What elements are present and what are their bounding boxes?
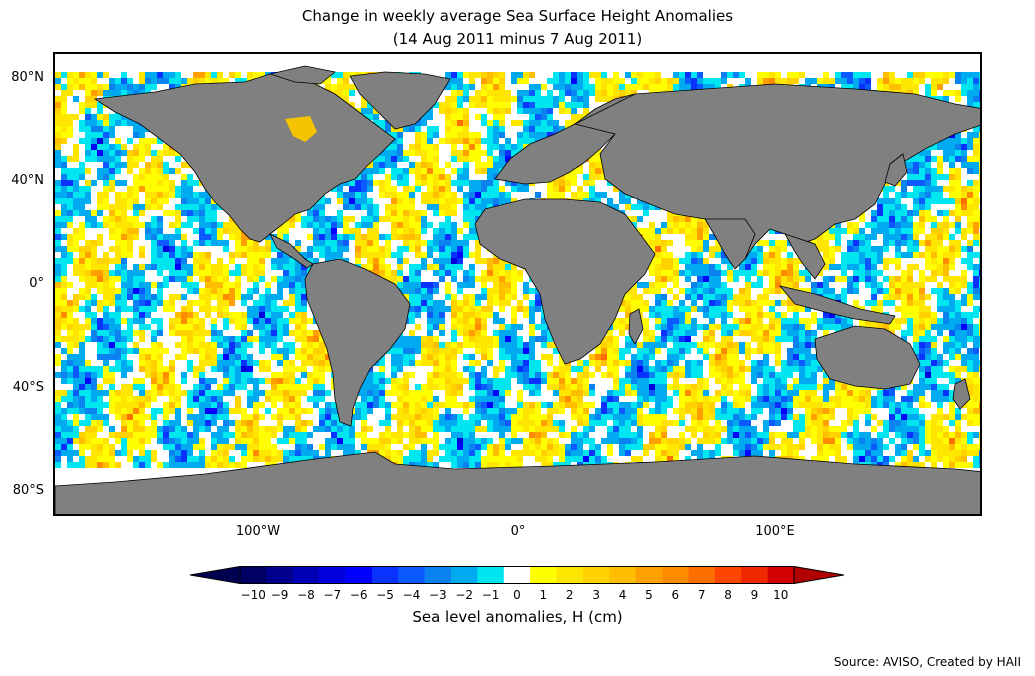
colorbar-tick-label: 10 — [773, 588, 789, 602]
colorbar-swatch — [345, 566, 373, 584]
lat-label-80n: 80°N — [11, 70, 44, 85]
colorbar — [190, 566, 844, 584]
colorbar-tick-label: −2 — [455, 588, 474, 602]
colorbar-swatch — [371, 566, 399, 584]
lat-label-40s: 40°S — [12, 380, 44, 395]
central-america-landmass — [269, 233, 314, 269]
madagascar-landmass — [628, 308, 644, 345]
colorbar-tick-label: −8 — [297, 588, 315, 602]
colorbar-swatch — [266, 566, 294, 584]
colorbar-under-extension — [190, 566, 241, 584]
colorbar-swatch — [662, 566, 689, 584]
colorbar-tick-label: 6 — [671, 588, 680, 602]
colorbar-swatch — [292, 566, 320, 584]
colorbar-tick-label: −1 — [481, 588, 500, 602]
colorbar-swatch — [556, 566, 584, 584]
colorbar-tick-label: 2 — [565, 588, 574, 602]
colorbar-tick-label: −6 — [349, 588, 368, 602]
lat-label-40n: 40°N — [11, 173, 44, 188]
colorbar-swatch — [741, 566, 768, 584]
colorbar-swatch — [714, 566, 742, 584]
colorbar-tick-label: −10 — [240, 588, 266, 602]
map-title: Change in weekly average Sea Surface Hei… — [301, 7, 734, 25]
source-credit: Source: AVISO, Created by HAII — [833, 655, 1021, 669]
colorbar-tick-label: 5 — [645, 588, 653, 602]
colorbar-swatch — [424, 566, 452, 584]
japan-landmass — [884, 153, 908, 187]
colorbar-tick-label: −3 — [428, 588, 447, 602]
colorbar-tick-label: −5 — [376, 588, 394, 602]
colorbar-swatch — [688, 566, 716, 584]
colorbar-tick-label: 7 — [697, 588, 706, 602]
south-america-landmass — [304, 258, 411, 427]
colorbar-swatch — [582, 566, 610, 584]
colorbar-label: Sea level anomalies, H (cm) — [412, 608, 623, 626]
colorbar-swatch — [477, 566, 505, 584]
asia-landmass — [573, 83, 980, 260]
lon-label-0: 0° — [510, 524, 526, 539]
lon-label-100w: 100°W — [235, 524, 281, 539]
colorbar-swatch — [451, 566, 478, 584]
colorbar-tick-label: 1 — [539, 588, 548, 602]
colorbar-swatch — [609, 566, 637, 584]
indonesia-landmass — [778, 285, 896, 325]
colorbar-tick-label: 0 — [513, 588, 521, 602]
africa-landmass — [474, 198, 656, 365]
new-zealand-landmass — [952, 378, 971, 410]
colorbar-swatch — [635, 566, 663, 584]
map-subtitle: (14 Aug 2011 minus 7 Aug 2011) — [392, 30, 643, 48]
colorbar-swatch — [767, 566, 795, 584]
arctic-islands — [268, 65, 336, 85]
antarctica-landmass — [55, 451, 980, 514]
colorbar-tick-label: 4 — [618, 588, 627, 602]
colorbar-tick-label: 9 — [750, 588, 759, 602]
colorbar-swatch — [319, 566, 346, 584]
southeast-asia-landmass — [784, 233, 826, 280]
colorbar-tick-label: −9 — [270, 588, 289, 602]
lon-label-100e: 100°E — [755, 524, 795, 539]
colorbar-tick-label: −7 — [323, 588, 342, 602]
colorbar-tick-label: 3 — [592, 588, 600, 602]
colorbar-over-extension — [793, 566, 844, 584]
greenland-landmass — [349, 71, 451, 130]
colorbar-tick-label: −4 — [402, 588, 421, 602]
map-canvas — [55, 65, 980, 514]
lat-label-equator: 0° — [29, 276, 44, 291]
sea-level-map — [53, 52, 982, 516]
colorbar-swatch — [503, 566, 531, 584]
land-layer — [55, 65, 980, 514]
colorbar-swatch — [240, 566, 267, 584]
lat-label-80s: 80°S — [12, 483, 44, 498]
australia-landmass — [814, 325, 921, 390]
hudson-bay — [285, 116, 317, 142]
colorbar-tick-label: 8 — [724, 588, 732, 602]
india-landmass — [704, 218, 756, 270]
colorbar-swatch — [530, 566, 557, 584]
colorbar-swatch — [398, 566, 425, 584]
